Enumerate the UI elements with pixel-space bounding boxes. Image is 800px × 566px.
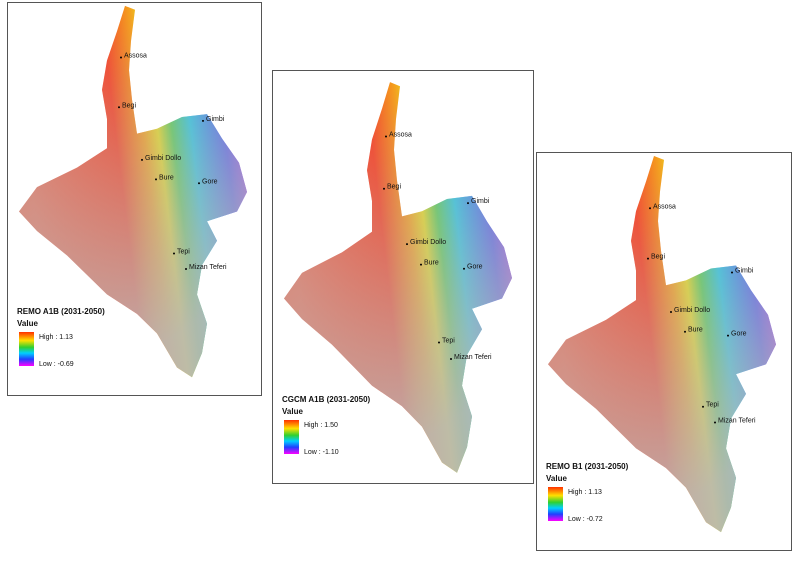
map-panel: Assosa Begi Gimbi Gimbi Dollo Bure Gore Tepi Mi… [272,70,534,484]
place-label: Gore [202,178,218,185]
place-label: Begi [387,184,401,191]
place-label: Gimbi Dollo [410,239,446,246]
place-dot [463,267,465,270]
map-shade [548,155,776,533]
legend-heading: CGCM A1B (2031-2050) [282,395,371,404]
legend-heading: REMO A1B (2031-2050) [17,307,105,316]
place-dot [120,56,122,59]
legend-high: High : 1.50 [304,422,338,429]
map-area [548,155,776,533]
place-label: Tepi [442,338,455,345]
place-label: Bure [424,260,439,267]
place-dot [670,310,672,313]
place-dot [450,357,452,360]
place-dot [702,405,704,408]
place-label: Bure [159,174,174,181]
legend-ramp [19,332,34,366]
legend-high: High : 1.13 [39,334,73,341]
place-dot [173,252,175,255]
place-dot [727,334,729,337]
place-label: Begi [122,102,136,109]
place-label: Gimbi [735,267,754,274]
place-dot [684,330,686,333]
legend-high: High : 1.13 [568,489,602,496]
place-dot [385,135,387,138]
place-dot [383,187,385,190]
map-area [284,82,512,473]
legend-heading: REMO B1 (2031-2050) [546,462,629,471]
place-label: Gimbi [471,198,490,205]
place-label: Gore [467,264,483,271]
place-label: Tepi [177,248,190,255]
place-label: Mizan Teferi [454,354,492,361]
place-label: Assosa [389,131,412,138]
legend-low: Low : -0.69 [39,361,74,368]
place-dot [118,106,120,109]
place-label: Gimbi Dollo [674,307,710,314]
place-label: Gore [731,331,747,338]
place-label: Assosa [124,53,147,60]
place-dot [467,202,469,205]
place-label: Mizan Teferi [718,418,756,425]
place-dot [406,243,408,246]
place-dot [438,341,440,344]
place-dot [202,119,204,122]
map-area [19,5,247,378]
place-dot [185,268,187,271]
place-dot [141,158,143,161]
place-dot [420,263,422,266]
place-dot [155,178,157,181]
place-dot [714,421,716,424]
legend-low: Low : -0.72 [568,516,603,523]
map-shade [19,5,247,378]
legend-ramp [548,487,563,521]
legend-title: Value [546,474,567,483]
place-dot [198,182,200,185]
map-shade [284,82,512,473]
place-label: Bure [688,327,703,334]
place-label: Gimbi Dollo [145,155,181,162]
place-dot [649,207,651,210]
legend-low: Low : -1.10 [304,449,339,456]
place-label: Tepi [706,402,719,409]
legend-ramp [284,420,299,454]
legend-title: Value [17,319,38,328]
legend-title: Value [282,407,303,416]
place-dot [731,271,733,274]
place-label: Assosa [653,203,676,210]
place-dot [647,257,649,260]
place-label: Gimbi [206,116,225,123]
place-label: Begi [651,254,665,261]
map-panel: Assosa Begi Gimbi Gimbi Dollo Bure Gore Tepi Mi… [536,152,792,551]
place-label: Mizan Teferi [189,264,227,271]
map-panel: Assosa Begi Gimbi Gimbi Dollo Bure Gore Tepi Mi… [7,2,262,396]
